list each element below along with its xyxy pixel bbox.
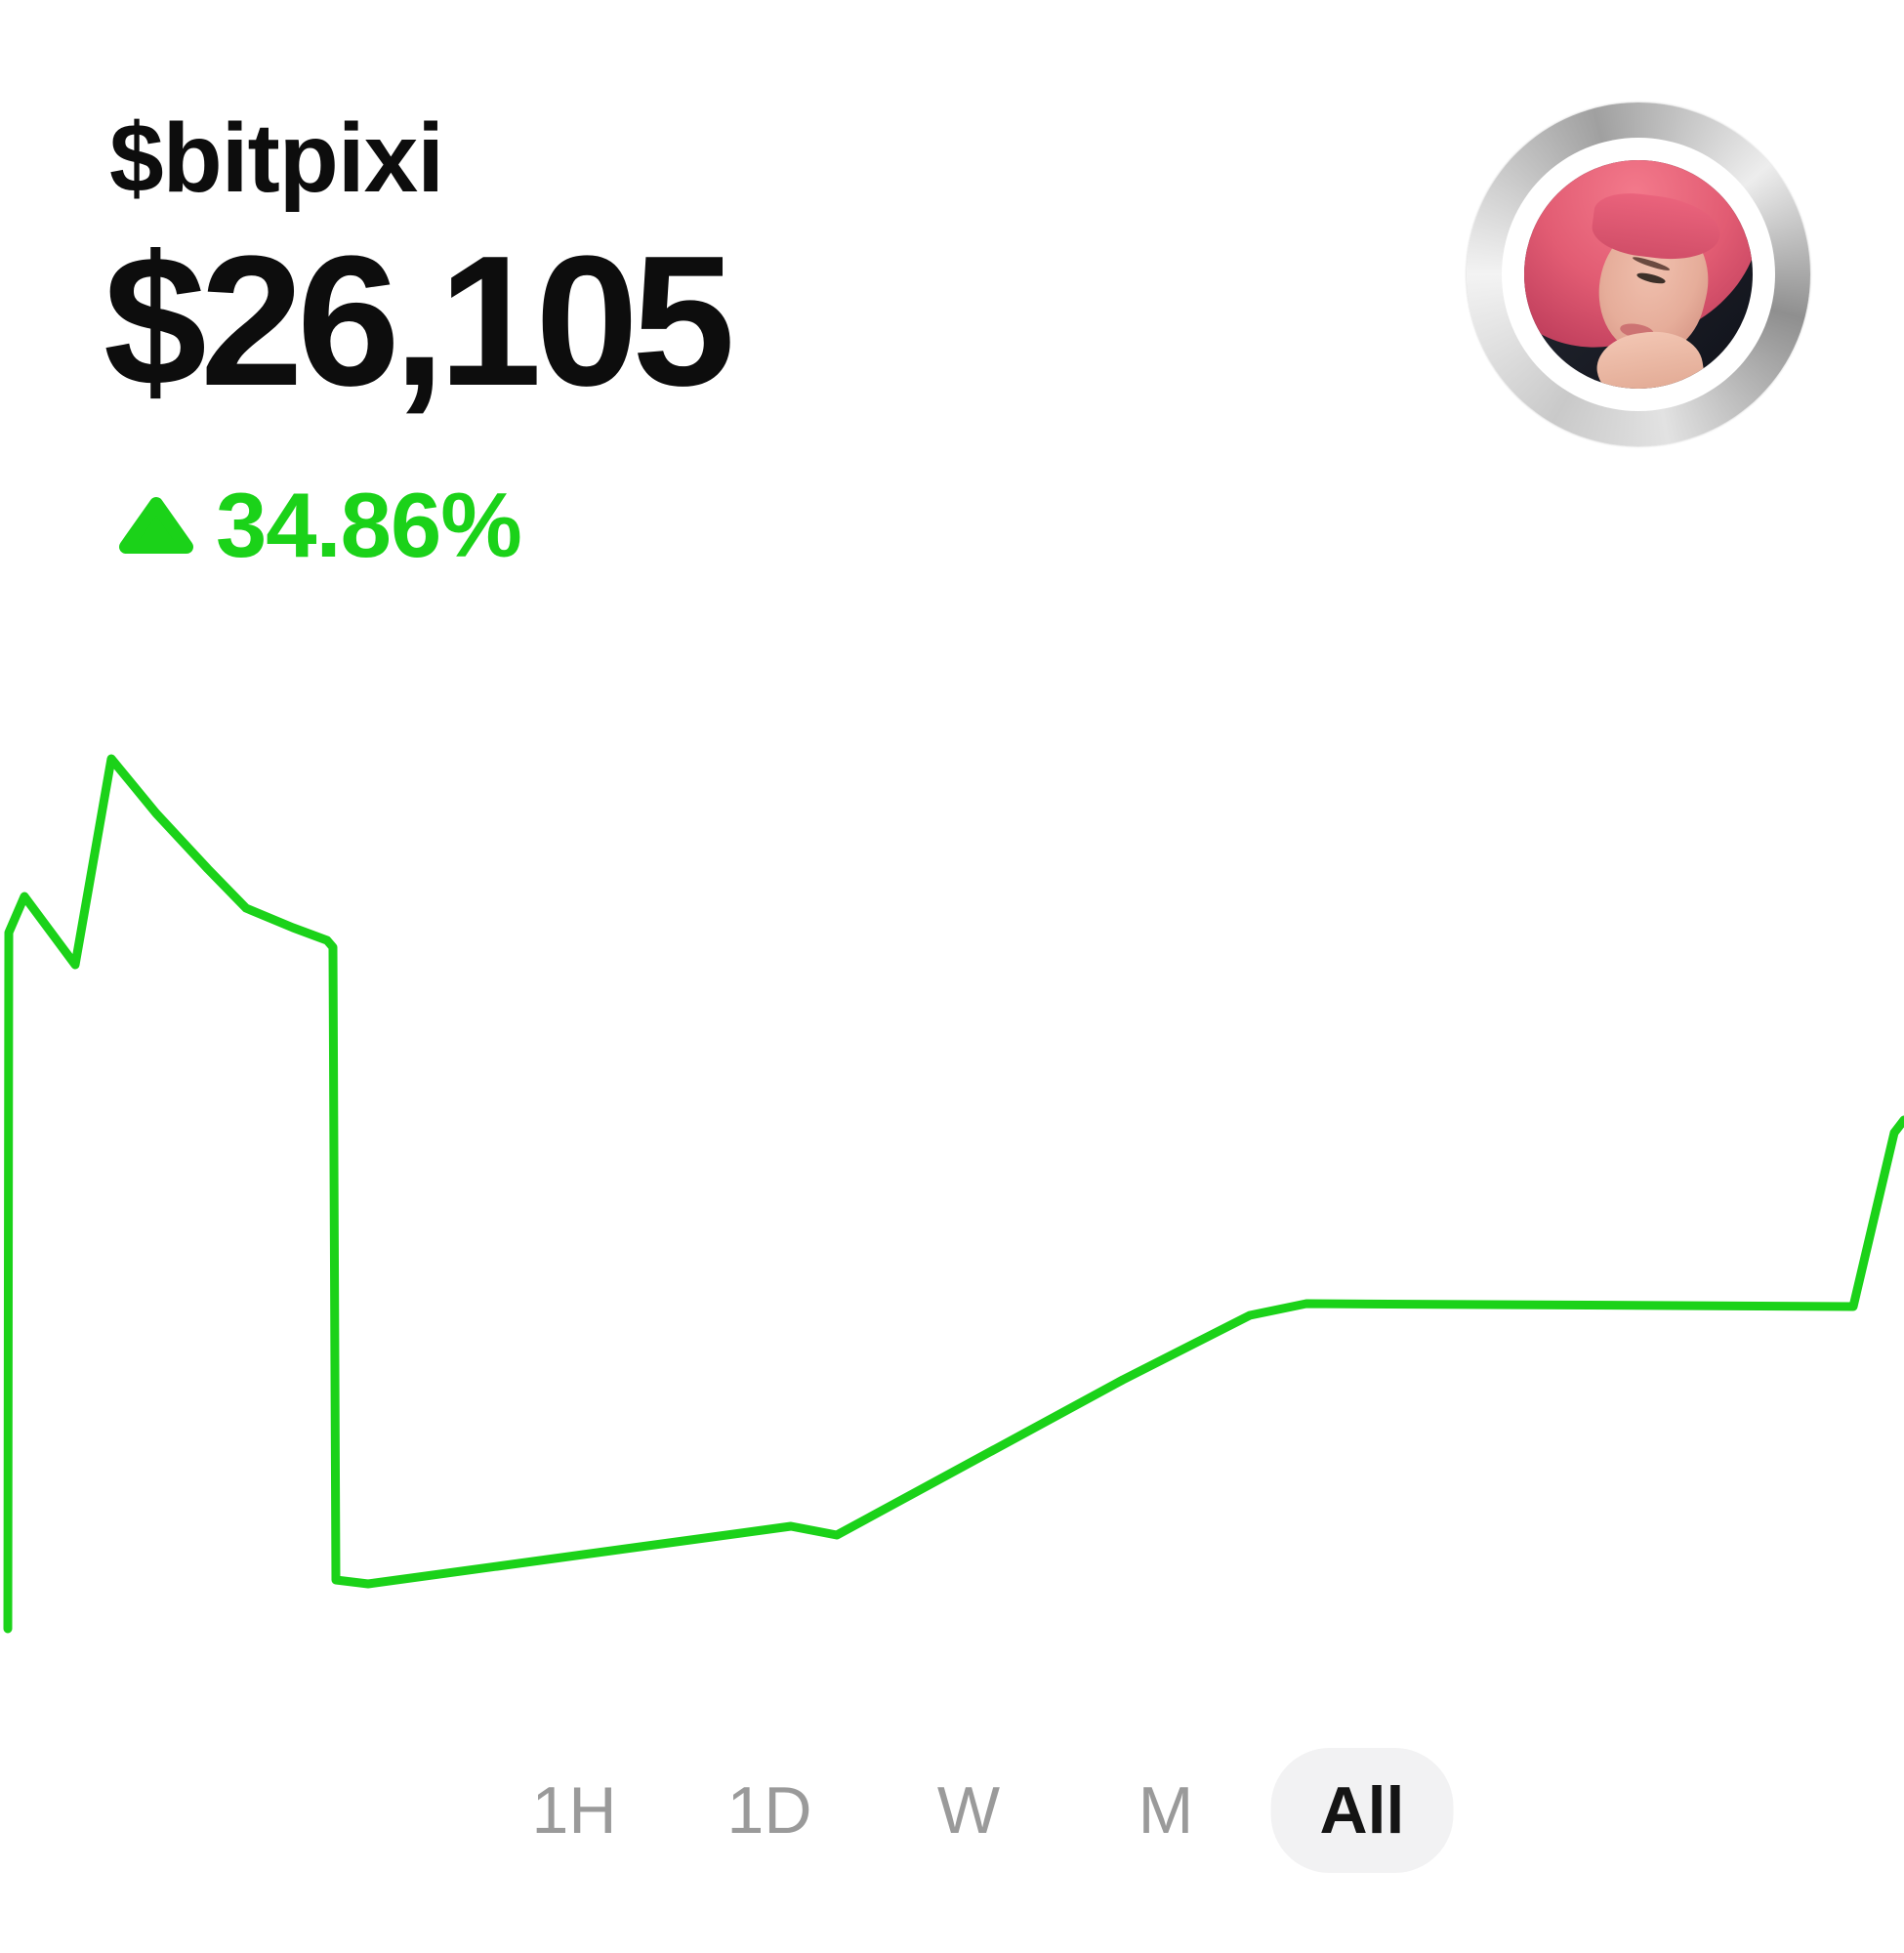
ticker-symbol: $bitpixi bbox=[109, 104, 444, 213]
timeframe-1d[interactable]: 1D bbox=[726, 1773, 812, 1848]
avatar-button[interactable] bbox=[1467, 103, 1810, 446]
timeframe-1h[interactable]: 1H bbox=[531, 1773, 617, 1848]
timeframe-w[interactable]: W bbox=[936, 1773, 1001, 1848]
portfolio-value: $26,105 bbox=[103, 218, 735, 425]
timeframe-all[interactable]: All bbox=[1270, 1748, 1454, 1873]
change-indicator: 34.86% bbox=[118, 479, 522, 571]
up-triangle-icon bbox=[119, 497, 193, 554]
avatar-photo bbox=[1524, 160, 1753, 389]
change-percent: 34.86% bbox=[216, 474, 522, 576]
timeframe-m[interactable]: M bbox=[1138, 1773, 1194, 1848]
price-sparkline bbox=[3, 754, 1904, 1634]
